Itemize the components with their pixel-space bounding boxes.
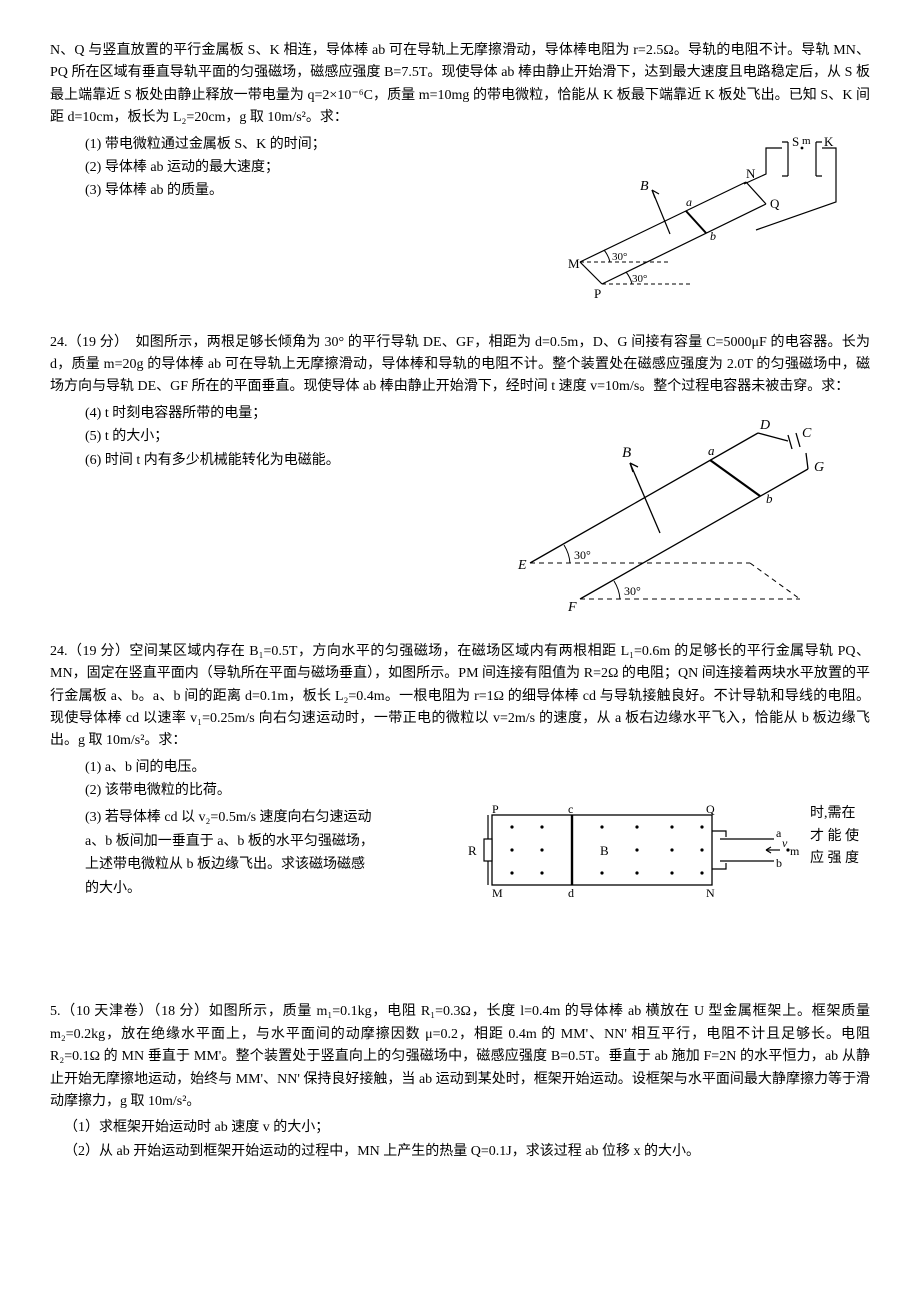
label-M: M bbox=[568, 256, 580, 271]
problem-1: N、Q 与竖直放置的平行金属板 S、K 相连，导体棒 ab 可在导轨上无摩擦滑动… bbox=[50, 40, 870, 304]
problem-3-figure: B P Q M N c d R a b bbox=[462, 803, 802, 903]
label-D: D bbox=[759, 418, 770, 433]
label-s: S bbox=[792, 134, 799, 149]
problem-1-intro: N、Q 与竖直放置的平行金属板 S、K 相连，导体棒 ab 可在导轨上无摩擦滑动… bbox=[50, 40, 870, 130]
label-R3: R bbox=[468, 843, 477, 858]
p3-right-text: 时,需在 才 能 使 应 强 度 bbox=[810, 803, 870, 870]
label-N: N bbox=[746, 166, 756, 181]
inclined-rails-plates-diagram: S m K bbox=[560, 134, 870, 304]
problem-2-intro: 24.（19 分） 如图所示，两根足够长倾角为 30° 的平行导轨 DE、GF，… bbox=[50, 332, 870, 399]
label-M3: M bbox=[492, 886, 503, 900]
label-d3: d bbox=[568, 886, 574, 900]
label-m3: m bbox=[790, 844, 800, 858]
problem-4-intro: 5.（10 天津卷）（18 分）如图所示，质量 m₁=0.1kg，电阻 R₁=0… bbox=[50, 1001, 870, 1113]
problem-3: 24.（19 分）空间某区域内存在 B₁=0.5T，方向水平的匀强磁场，在磁场区… bbox=[50, 641, 870, 904]
problem-2: 24.（19 分） 如图所示，两根足够长倾角为 30° 的平行导轨 DE、GF，… bbox=[50, 332, 870, 613]
label-a2: a bbox=[708, 443, 715, 458]
p3-q1: (1) a、b 间的电压。 bbox=[85, 757, 870, 779]
label-P3: P bbox=[492, 803, 499, 816]
p4-q1: （1）求框架开始运动时 ab 速度 v 的大小； bbox=[64, 1117, 870, 1139]
angle-2: 30° bbox=[632, 273, 647, 285]
p3-r2: 才 能 使 bbox=[810, 826, 870, 848]
problem-1-figure: S m K bbox=[560, 134, 870, 304]
label-N3: N bbox=[706, 886, 715, 900]
problem-3-q3-row: 时,需在 才 能 使 应 强 度 B bbox=[50, 803, 870, 903]
label-F: F bbox=[567, 600, 577, 613]
problem-1-body: S m K bbox=[50, 134, 870, 304]
angle-3: 30° bbox=[574, 548, 591, 562]
label-m: m bbox=[802, 135, 811, 147]
label-k: K bbox=[824, 134, 834, 149]
angle-4: 30° bbox=[624, 584, 641, 598]
label-C: C bbox=[802, 426, 812, 441]
label-v3: v bbox=[782, 836, 788, 850]
label-b: b bbox=[710, 229, 716, 243]
label-B3: B bbox=[600, 843, 609, 858]
problem-2-figure: B D G C E F a b 30° 30° bbox=[510, 403, 870, 613]
angle-1: 30° bbox=[612, 251, 627, 263]
label-B2: B bbox=[622, 445, 631, 461]
problem-4: 5.（10 天津卷）（18 分）如图所示，质量 m₁=0.1kg，电阻 R₁=0… bbox=[50, 1001, 870, 1163]
inclined-rails-capacitor-diagram: B D G C E F a b 30° 30° bbox=[510, 403, 870, 613]
label-Q3: Q bbox=[706, 803, 715, 816]
p3-r3: 应 强 度 bbox=[810, 848, 870, 870]
label-Q: Q bbox=[770, 196, 780, 211]
label-E: E bbox=[517, 558, 527, 573]
label-B: B bbox=[640, 179, 649, 194]
label-P: P bbox=[594, 286, 601, 301]
label-b2: b bbox=[766, 491, 773, 506]
p3-q2: (2) 该带电微粒的比荷。 bbox=[85, 780, 870, 802]
label-c3: c bbox=[568, 803, 573, 816]
problem-3-q12: (1) a、b 间的电压。 (2) 该带电微粒的比荷。 bbox=[50, 757, 870, 803]
problem-3-intro: 24.（19 分）空间某区域内存在 B₁=0.5T，方向水平的匀强磁场，在磁场区… bbox=[50, 641, 870, 753]
label-G: G bbox=[814, 460, 824, 475]
particle-dot bbox=[801, 146, 804, 149]
label-b3: b bbox=[776, 856, 782, 870]
p4-q2: （2）从 ab 开始运动到框架开始运动的过程中，MN 上产生的热量 Q=0.1J… bbox=[64, 1141, 870, 1163]
rails-plates-top-diagram: B P Q M N c d R a b bbox=[462, 803, 802, 903]
problem-4-questions: （1）求框架开始运动时 ab 速度 v 的大小； （2）从 ab 开始运动到框架… bbox=[50, 1117, 870, 1163]
label-a: a bbox=[686, 195, 692, 209]
p3-r1: 时,需在 bbox=[810, 803, 870, 825]
